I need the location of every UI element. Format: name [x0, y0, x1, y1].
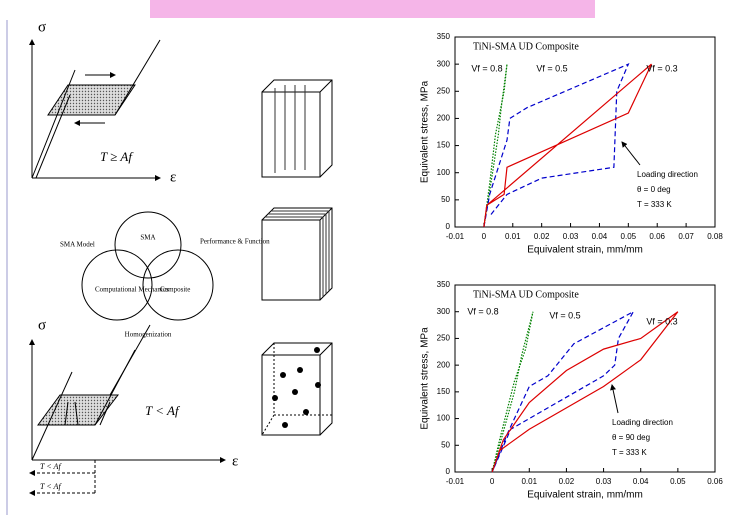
y-tick-label: 150 — [437, 387, 451, 396]
venn-label: Homogenization — [125, 331, 172, 339]
x-axis-label: Equivalent strain, mm/mm — [527, 490, 643, 501]
x-tick-label: 0 — [482, 232, 487, 241]
y-tick-label: 200 — [437, 114, 451, 123]
y-axis-label: Equivalent stress, MPa — [420, 80, 431, 183]
y-tick-label: 300 — [437, 307, 451, 316]
x-axis-label: Equivalent strain, mm/mm — [527, 245, 643, 256]
epsilon-label: ε — [170, 169, 176, 185]
sigma-label: σ — [38, 317, 46, 333]
composite-cubes — [262, 80, 332, 435]
x-tick-label: 0.08 — [707, 232, 723, 241]
annotation: Loading direction — [612, 418, 673, 427]
x-tick-label: 0.01 — [521, 477, 537, 486]
y-tick-label: 350 — [437, 280, 451, 289]
x-tick-label: 0.04 — [592, 232, 608, 241]
y-tick-label: 150 — [437, 141, 451, 150]
y-tick-label: 0 — [446, 467, 451, 476]
slide: σ ε T ≥ Af SMA SMA Model Performance & F… — [0, 0, 743, 522]
diagram-top: σ ε T ≥ Af — [32, 19, 176, 185]
annotation-arrow — [612, 385, 618, 413]
venn-label: SMA — [140, 234, 155, 242]
chart-title: TiNi-SMA UD Composite — [473, 289, 579, 300]
venn-label: SMA Model — [60, 241, 95, 249]
y-tick-label: 300 — [437, 59, 451, 68]
series-line — [484, 64, 652, 227]
series-label: Vf = 0.3 — [646, 316, 677, 326]
condition-label: T < Af — [145, 403, 181, 418]
venn-diagram — [82, 212, 213, 320]
series-line — [492, 312, 678, 472]
series-label: Vf = 0.3 — [646, 63, 677, 73]
venn-label: Performance & Function — [200, 238, 270, 246]
y-tick-label: 100 — [437, 168, 451, 177]
annotation: T = 333 K — [612, 448, 647, 457]
x-tick-label: 0.02 — [534, 232, 550, 241]
annotation: θ = 0 deg — [637, 185, 671, 194]
series-label: Vf = 0.5 — [549, 310, 580, 320]
series-line — [492, 312, 533, 472]
epsilon-label: ε — [232, 453, 238, 469]
y-axis-label: Equivalent stress, MPa — [420, 327, 431, 430]
series-label: Vf = 0.5 — [536, 63, 567, 73]
y-tick-label: 50 — [441, 440, 450, 449]
arrow-label: T < Af — [40, 482, 62, 491]
y-tick-label: 200 — [437, 360, 451, 369]
y-tick-label: 250 — [437, 334, 451, 343]
sigma-label: σ — [38, 19, 46, 35]
annotation: T = 333 K — [637, 200, 672, 209]
x-tick-label: 0.03 — [596, 477, 612, 486]
x-tick-label: 0.02 — [559, 477, 575, 486]
annotation-arrow — [622, 142, 640, 165]
y-tick-label: 50 — [441, 195, 450, 204]
series-label: Vf = 0.8 — [467, 306, 498, 316]
y-tick-label: 0 — [446, 222, 451, 231]
condition-label: T ≥ Af — [100, 149, 134, 164]
x-tick-label: 0.05 — [621, 232, 637, 241]
x-tick-label: 0.01 — [505, 232, 521, 241]
annotation: Loading direction — [637, 170, 698, 179]
series-label: Vf = 0.8 — [471, 63, 502, 73]
header-banner — [150, 0, 595, 18]
venn-label: Composite — [160, 286, 190, 294]
x-tick-label: 0 — [490, 477, 495, 486]
series-line — [484, 64, 507, 227]
chart-title: TiNi-SMA UD Composite — [473, 41, 579, 52]
y-tick-label: 350 — [437, 32, 451, 41]
x-tick-label: 0.04 — [633, 477, 649, 486]
y-tick-label: 250 — [437, 86, 451, 95]
x-tick-label: 0.03 — [563, 232, 579, 241]
annotation: θ = 90 deg — [612, 433, 650, 442]
x-tick-label: 0.06 — [649, 232, 665, 241]
y-tick-label: 100 — [437, 414, 451, 423]
x-tick-label: 0.06 — [707, 477, 723, 486]
x-tick-label: 0.07 — [678, 232, 694, 241]
venn-label: Computational Mechanics — [95, 286, 169, 294]
diagram-bottom: σ T < Af ε T < Af T < Af — [30, 317, 238, 493]
x-tick-label: 0.05 — [670, 477, 686, 486]
arrow-label: T < Af — [40, 462, 62, 471]
x-tick-label: -0.01 — [446, 477, 465, 486]
x-tick-label: -0.01 — [446, 232, 465, 241]
